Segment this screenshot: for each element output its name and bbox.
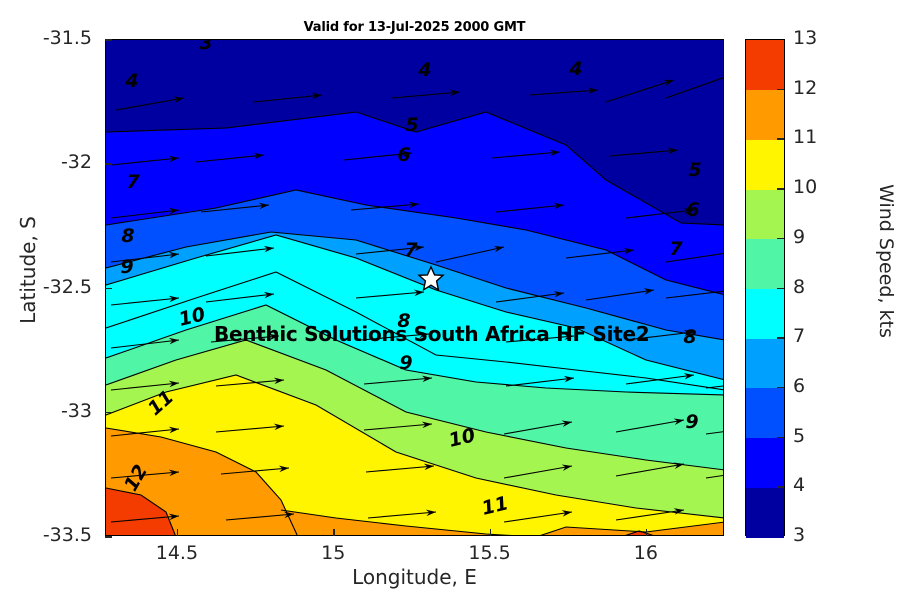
x-tick-mark bbox=[176, 529, 179, 536]
x-tick-label: 15.5 bbox=[468, 542, 511, 564]
x-tick-label: 16 bbox=[633, 542, 658, 564]
colorbar-tick-label: 4 bbox=[793, 474, 806, 497]
y-tick-label: -33 bbox=[60, 399, 92, 422]
y-tick-mark bbox=[105, 536, 112, 538]
colorbar-tick-mark bbox=[777, 436, 784, 439]
colorbar-title: Wind Speed, kts bbox=[875, 184, 897, 338]
colorbar-tick-mark bbox=[777, 88, 784, 91]
colorbar-tick-mark bbox=[777, 386, 784, 389]
colorbar-tick-label: 8 bbox=[793, 275, 806, 298]
y-axis-title: Latitude, S bbox=[16, 216, 40, 324]
star-marker bbox=[417, 265, 445, 292]
colorbar-tick-label: 5 bbox=[793, 424, 806, 447]
colorbar-band bbox=[746, 189, 784, 240]
colorbar[interactable] bbox=[745, 39, 785, 538]
colorbar-tick-label: 13 bbox=[793, 27, 818, 49]
y-tick-mark bbox=[105, 163, 112, 165]
x-axis-title: Longitude, E bbox=[352, 565, 477, 589]
y-tick-mark bbox=[105, 411, 112, 414]
colorbar-tick-label: 10 bbox=[793, 176, 818, 199]
colorbar-band bbox=[746, 40, 784, 91]
contour-plot-area[interactable]: 3 4 4 4 5 5 6 6 7 7 7 8 8 8 9 9 9 10 10 11 11 12 Benthic Solu… bbox=[105, 39, 724, 536]
y-tick-mark bbox=[105, 39, 112, 41]
colorbar-tick-mark bbox=[777, 237, 784, 240]
site-label: Benthic Solutions South Africa HF Site2 bbox=[214, 322, 650, 346]
y-tick-label: -32 bbox=[60, 151, 92, 174]
contour-field bbox=[106, 40, 723, 535]
colorbar-tick-mark bbox=[777, 287, 784, 289]
y-tick-mark bbox=[105, 287, 112, 289]
y-tick-label: -33.5 bbox=[42, 524, 92, 546]
y-tick-label: -32.5 bbox=[42, 275, 92, 298]
x-tick-mark bbox=[645, 529, 648, 536]
colorbar-band bbox=[746, 89, 784, 140]
x-tick-mark bbox=[333, 529, 335, 536]
colorbar-tick-label: 9 bbox=[793, 225, 806, 248]
colorbar-band bbox=[746, 288, 784, 339]
colorbar-band bbox=[746, 139, 784, 190]
colorbar-band bbox=[746, 338, 784, 389]
x-tick-label: 14.5 bbox=[155, 542, 199, 564]
colorbar-tick-mark bbox=[777, 486, 784, 488]
colorbar-band bbox=[746, 437, 784, 488]
colorbar-tick-mark bbox=[777, 188, 784, 190]
colorbar-tick-mark bbox=[777, 337, 784, 339]
colorbar-tick-label: 12 bbox=[793, 76, 818, 99]
colorbar-tick-label: 6 bbox=[793, 374, 806, 397]
page-title: Valid for 13-Jul-2025 2000 GMT bbox=[303, 20, 526, 35]
colorbar-tick-label: 7 bbox=[793, 325, 806, 348]
x-tick-label: 15 bbox=[321, 542, 346, 564]
x-tick-mark bbox=[489, 529, 492, 536]
colorbar-tick-mark bbox=[777, 138, 784, 140]
colorbar-band bbox=[746, 487, 784, 538]
colorbar-tick-label: 11 bbox=[793, 126, 818, 149]
colorbar-band bbox=[746, 238, 784, 290]
y-tick-label: -31.5 bbox=[42, 27, 92, 49]
colorbar-band bbox=[746, 387, 784, 439]
colorbar-tick-label: 3 bbox=[793, 524, 806, 546]
